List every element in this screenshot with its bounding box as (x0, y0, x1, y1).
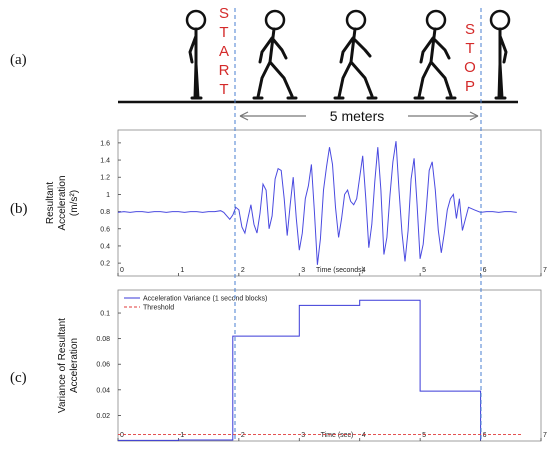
x-axis-label: Time (sec) (321, 432, 354, 439)
y-tick-label: 0.02 (96, 413, 110, 420)
chart-variance: 0 1 2 3 4 5 6 7 0.02 0.04 0.06 0.08 0.1 Time (sec) Var… (57, 289, 547, 442)
x-tick-label: 1 (180, 267, 184, 274)
y-tick-label: 1.4 (100, 158, 110, 165)
y-tick-label: 1.6 (100, 140, 110, 147)
y-tick-label: 0.8 (100, 209, 110, 216)
y-tick-label: 0.08 (96, 336, 110, 343)
x-tick-label: 4 (362, 432, 366, 439)
chart-acceleration: 0 1 2 3 4 5 6 7 0.2 0.4 0.6 0.8 1 1.2 1.4 1.6 Time (seco… (45, 129, 547, 277)
x-tick-label: 6 (483, 267, 487, 274)
walking-figure-2 (333, 9, 378, 100)
walking-figure-3 (413, 9, 457, 100)
y-tick-label: 0.06 (96, 362, 110, 369)
y-axis-label-line: Resultant (45, 182, 56, 224)
y-axis-label-line: Acceleration (57, 175, 68, 230)
y-tick-label: 0.1 (100, 311, 110, 318)
legend-entry: Threshold (143, 305, 174, 312)
panel-label-b: (b) (10, 201, 28, 217)
x-tick-label: 4 (362, 267, 366, 274)
y-tick-label: 0.6 (100, 226, 110, 233)
x-tick-label: 6 (483, 432, 487, 439)
legend: Acceleration Variance (1 second blocks) T… (124, 296, 267, 312)
standing-figure-left (185, 9, 207, 100)
standing-figure-right (489, 9, 511, 100)
walking-figure-1 (252, 9, 298, 100)
plot-frame (117, 289, 542, 442)
distance-label: 5 meters (330, 108, 384, 124)
x-tick-label: 0 (120, 432, 124, 439)
y-tick-label: 0.2 (100, 261, 110, 268)
panel-label-a: (a) (10, 52, 27, 68)
x-axis-label: Time (seconds) (316, 267, 364, 274)
y-tick-label: 1 (106, 192, 110, 199)
y-tick-label: 0.4 (100, 243, 110, 250)
plot-frame (117, 129, 542, 277)
x-tick-label: 5 (422, 432, 426, 439)
x-tick-label: 2 (241, 432, 245, 439)
x-tick-label: 2 (241, 267, 245, 274)
x-tick-label: 7 (543, 267, 547, 274)
x-tick-label: 5 (422, 267, 426, 274)
y-tick-label: 0.04 (96, 387, 110, 394)
y-tick-label: 1.2 (100, 175, 110, 182)
series-line-0 (117, 141, 517, 265)
panel-label-c: (c) (10, 370, 27, 386)
legend-entry: Acceleration Variance (1 second blocks) (143, 296, 267, 303)
y-axis-label-line: Acceleration (69, 338, 80, 393)
x-tick-label: 1 (180, 432, 184, 439)
x-tick-label: 3 (301, 432, 305, 439)
x-tick-label: 3 (301, 267, 305, 274)
y-axis-label-line: Variance of Resultant (57, 318, 68, 413)
distance-arrow (239, 107, 479, 125)
x-tick-label: 7 (543, 432, 547, 439)
series-line-0 (118, 299, 482, 441)
x-tick-label: 0 (120, 267, 124, 274)
y-axis-label-line: (m/s²) (69, 190, 80, 216)
